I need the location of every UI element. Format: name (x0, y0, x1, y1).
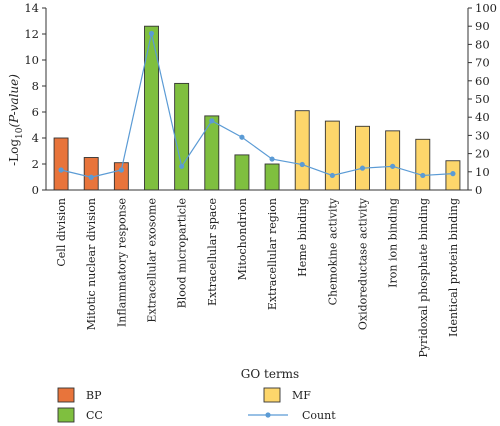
bar-11 (355, 125, 370, 191)
category-label-4: Extracellular exosome (146, 198, 159, 323)
legend-label-count: Count (302, 409, 336, 422)
bars-group (53, 25, 461, 191)
count-line (60, 33, 453, 178)
count-point-1 (58, 167, 64, 173)
legend-label-cc: CC (86, 409, 103, 422)
count-point-5 (179, 163, 185, 169)
bar-7 (234, 154, 250, 191)
category-label-8: Extracellular region (266, 198, 279, 310)
y-right-tick-label: 30 (475, 128, 490, 142)
axes-group: 0 2 4 6 8 10 12 14 0 10 20 30 40 50 60 70 80 90 100 Cell di… (24, 1, 497, 358)
y-left-tick-label: 0 (32, 183, 39, 197)
bar-3 (113, 162, 129, 191)
y-right-tick-label: 80 (475, 37, 490, 51)
legend-label-bp: BP (86, 389, 102, 402)
bar-2 (83, 157, 99, 191)
bar-4 (144, 25, 159, 191)
bar-10 (324, 120, 340, 191)
category-label-9: Heme binding (296, 198, 309, 277)
category-label-1: Cell division (55, 198, 68, 267)
y-left-tick-label: 4 (32, 131, 39, 145)
y-right-tick-label: 100 (475, 1, 497, 15)
category-label-6: Extracellular space (206, 198, 219, 306)
y-right-tick-label: 70 (475, 56, 490, 70)
count-point-4 (148, 30, 155, 37)
category-label-2: Mitotic nuclear division (85, 198, 98, 330)
y-left-tick-label: 10 (24, 53, 39, 67)
legend-swatch-mf (263, 387, 281, 403)
y-axis-label: -Log10(P-value) (7, 74, 25, 166)
category-label-5: Blood microparticle (176, 198, 189, 308)
count-point-13 (420, 172, 426, 179)
y-axis-label-pvalue: (P-value) (7, 74, 21, 128)
y-right-tick-label: 40 (475, 110, 490, 124)
y-right-tick-label: 20 (475, 147, 490, 161)
legend: BP CC MF Count (57, 387, 336, 423)
legend-swatch-bp (57, 387, 75, 403)
bar-8 (264, 163, 280, 191)
y-right-tick-label: 10 (475, 165, 490, 179)
count-point-6 (209, 118, 215, 124)
count-point-10 (329, 172, 335, 179)
y-axis-label-sub: 10 (15, 127, 25, 139)
category-label-13: Pyridoxal phosphate binding (417, 198, 430, 358)
count-point-9 (299, 161, 305, 168)
y-axis-label-log: -Log (7, 139, 21, 166)
category-label-11: Oxidoreductase activity (357, 197, 370, 330)
y-left-tick-label: 6 (32, 105, 39, 119)
bar-9 (294, 110, 310, 191)
count-series-group (58, 30, 456, 180)
count-point-14 (450, 171, 456, 177)
y-left-tick-label: 14 (24, 1, 39, 15)
count-point-11 (359, 165, 366, 171)
count-point-2 (88, 174, 94, 180)
category-label-14: Identical protein binding (447, 198, 460, 337)
y-left-tick-label: 2 (32, 157, 39, 171)
bar-12 (385, 130, 401, 191)
bar-13 (415, 138, 431, 191)
y-left-tick-label: 12 (24, 27, 39, 41)
y-right-tick-label: 60 (475, 74, 490, 88)
count-point-12 (390, 163, 396, 169)
count-point-8 (269, 156, 275, 162)
bar-6 (204, 115, 220, 191)
x-axis-label: GO terms (241, 367, 299, 381)
category-label-10: Chemokine activity (326, 197, 339, 305)
y-left-tick-label: 8 (32, 79, 39, 93)
category-label-3: Inflammatory response (115, 198, 128, 327)
bar-5 (174, 82, 190, 191)
y-right-tick-label: 90 (475, 19, 490, 33)
category-label-12: Iron ion binding (387, 198, 400, 288)
category-label-7: Mitochondrion (236, 198, 249, 280)
legend-label-mf: MF (292, 389, 311, 402)
legend-marker-count (265, 412, 271, 418)
legend-swatch-cc (57, 407, 75, 423)
count-point-7 (239, 134, 245, 140)
bar-1 (53, 137, 69, 191)
y-right-tick-label: 50 (475, 92, 490, 106)
count-point-3 (118, 167, 124, 173)
y-right-tick-label: 0 (475, 183, 482, 197)
